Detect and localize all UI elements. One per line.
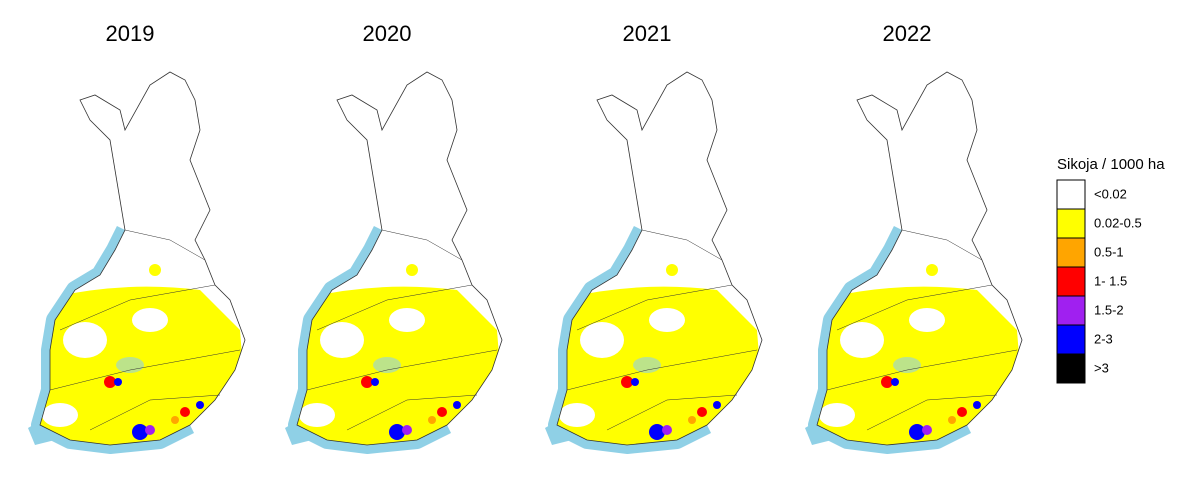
legend-swatch bbox=[1056, 208, 1086, 239]
finland-map bbox=[545, 72, 767, 460]
legend-label: 2-3 bbox=[1094, 331, 1113, 346]
legend-label: >3 bbox=[1094, 360, 1109, 375]
legend-label: 0.5-1 bbox=[1094, 244, 1124, 259]
map-title: 2019 bbox=[106, 21, 155, 46]
finland-map bbox=[805, 72, 1027, 460]
legend-swatch bbox=[1056, 324, 1086, 355]
legend-label: <0.02 bbox=[1094, 186, 1127, 201]
maps: 2019 2020 2021 2022 bbox=[28, 21, 1027, 460]
legend-swatch bbox=[1056, 353, 1086, 384]
map-panel: 2020 bbox=[285, 21, 507, 460]
legend-swatch bbox=[1056, 179, 1086, 210]
legend-label: 0.02-0.5 bbox=[1094, 215, 1142, 230]
legend-swatch bbox=[1056, 266, 1086, 297]
finland-map bbox=[28, 72, 250, 460]
map-title: 2021 bbox=[623, 21, 672, 46]
legend-swatch bbox=[1056, 295, 1086, 326]
map-title: 2020 bbox=[363, 21, 412, 46]
map-panel: 2022 bbox=[805, 21, 1027, 460]
legend-title: Sikoja / 1000 ha bbox=[1057, 156, 1165, 173]
legend-swatch bbox=[1056, 237, 1086, 268]
legend-label: 1- 1.5 bbox=[1094, 273, 1127, 288]
legend: Sikoja / 1000 ha <0.02 0.02-0.5 0.5-1 1- 1.… bbox=[1056, 156, 1165, 384]
map-panel: 2021 bbox=[545, 21, 767, 460]
map-panel: 2019 bbox=[28, 21, 250, 460]
legend-label: 1.5-2 bbox=[1094, 302, 1124, 317]
finland-map bbox=[285, 72, 507, 460]
map-title: 2022 bbox=[883, 21, 932, 46]
